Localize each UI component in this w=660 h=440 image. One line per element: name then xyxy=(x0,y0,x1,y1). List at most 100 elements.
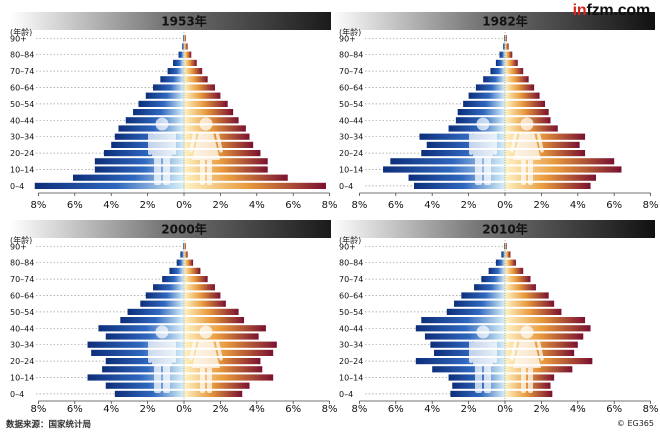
male-bar xyxy=(94,158,184,165)
age-tick-label: 50–54 xyxy=(10,308,34,317)
female-bar xyxy=(184,100,228,107)
x-tick-label: 4% xyxy=(424,404,440,415)
female-bar xyxy=(184,358,261,365)
female-bar xyxy=(184,68,203,75)
male-bar xyxy=(504,35,505,42)
female-bar xyxy=(184,158,268,165)
age-tick-label: 10–14 xyxy=(339,166,363,175)
x-tick-label: 2% xyxy=(212,200,228,211)
female-bar xyxy=(505,251,511,258)
brand-accent: in xyxy=(572,2,587,19)
pyramid-panel-4: 2010年 (年龄) 0–4 10–14 20–24 30–34 40–44 50–54 60–… xyxy=(331,220,659,415)
female-bar xyxy=(184,92,221,99)
panel-title: 1953年 xyxy=(161,14,206,29)
female-figure-icon xyxy=(189,325,223,393)
age-tick-label: 20–24 xyxy=(10,357,34,366)
female-bar xyxy=(184,366,263,373)
age-tick-label: 40–44 xyxy=(339,116,363,125)
male-bar xyxy=(118,125,184,132)
age-tick-label: 30–34 xyxy=(339,133,363,142)
title-band xyxy=(10,12,348,30)
age-tick-label: 90+ xyxy=(339,242,356,251)
male-bar xyxy=(383,166,505,173)
female-bar xyxy=(505,317,586,324)
age-tick-label: 90+ xyxy=(10,242,27,251)
age-tick-label: 30–34 xyxy=(10,341,34,350)
female-bar xyxy=(505,292,549,299)
male-bar xyxy=(178,51,184,58)
male-bar xyxy=(98,325,184,332)
female-bar xyxy=(505,358,593,365)
male-bar xyxy=(183,35,184,42)
male-bar xyxy=(495,59,505,66)
female-bar xyxy=(505,259,516,266)
male-bar xyxy=(127,308,184,315)
female-bar xyxy=(184,284,215,291)
male-bar xyxy=(145,292,184,299)
female-bar xyxy=(184,35,186,42)
female-bar xyxy=(505,43,509,50)
male-bar xyxy=(421,150,505,157)
x-tick-label: 2% xyxy=(461,404,477,415)
age-tick-label: 0–4 xyxy=(339,182,353,191)
female-bar xyxy=(184,374,274,381)
age-axis-label: (年龄) xyxy=(10,27,32,37)
x-tick-label: 8% xyxy=(643,404,659,415)
male-bar xyxy=(426,141,505,148)
male-bar xyxy=(414,182,505,189)
female-bar xyxy=(184,292,221,299)
age-tick-label: 80–84 xyxy=(339,259,363,268)
female-bar xyxy=(184,333,259,340)
male-bar xyxy=(421,317,505,324)
male-bar xyxy=(125,117,184,124)
male-figure-icon xyxy=(148,117,176,185)
female-bar xyxy=(505,300,555,307)
male-bar xyxy=(102,366,184,373)
x-tick-label: 8% xyxy=(643,200,659,211)
female-bar xyxy=(184,325,266,332)
female-bar xyxy=(505,68,524,75)
age-tick-label: 50–54 xyxy=(10,100,34,109)
female-bar xyxy=(184,341,277,348)
age-tick-label: 40–44 xyxy=(10,324,34,333)
female-bar xyxy=(184,243,186,250)
age-tick-label: 70–74 xyxy=(339,275,363,284)
male-bar xyxy=(495,259,505,266)
male-bar xyxy=(34,182,185,189)
age-tick-label: 60–64 xyxy=(339,292,363,301)
x-tick-label: 2% xyxy=(533,404,549,415)
male-bar xyxy=(176,259,184,266)
female-bar xyxy=(505,109,549,116)
x-tick-label: 8% xyxy=(351,200,367,211)
age-tick-label: 60–64 xyxy=(10,292,34,301)
female-bar xyxy=(505,59,518,66)
male-bar xyxy=(169,267,184,274)
female-bar xyxy=(184,276,208,283)
male-bar xyxy=(446,308,505,315)
age-tick-label: 30–34 xyxy=(339,341,363,350)
female-bar xyxy=(184,125,246,132)
pyramid-panel-3: 2000年 (年龄) 0–4 10–14 20–24 30–34 40–44 50–54 60–… xyxy=(10,220,348,415)
female-bar xyxy=(184,76,208,83)
x-tick-label: 2% xyxy=(140,404,156,415)
x-tick-label: 8% xyxy=(322,404,338,415)
x-tick-label: 4% xyxy=(249,200,265,211)
age-axis-label: (年龄) xyxy=(339,27,361,37)
pyramid-panel-1: 1953年 (年龄) 0–4 10–14 20–24 30–34 40–44 50–54 60–… xyxy=(10,12,348,211)
female-bar xyxy=(184,349,274,356)
male-bar xyxy=(474,284,505,291)
x-tick-label: 6% xyxy=(67,200,83,211)
age-tick-label: 90+ xyxy=(10,34,27,43)
male-bar xyxy=(105,333,184,340)
x-tick-label: 6% xyxy=(67,404,83,415)
panel-title: 2010年 xyxy=(482,222,527,237)
age-tick-label: 40–44 xyxy=(10,116,34,125)
male-bar xyxy=(481,276,505,283)
x-tick-label: 6% xyxy=(285,404,301,415)
x-tick-label: 0% xyxy=(176,200,192,211)
female-bar xyxy=(505,158,615,165)
male-bar xyxy=(504,243,505,250)
x-tick-label: 6% xyxy=(388,404,404,415)
female-bar xyxy=(505,100,546,107)
age-axis-label: (年龄) xyxy=(339,235,361,245)
